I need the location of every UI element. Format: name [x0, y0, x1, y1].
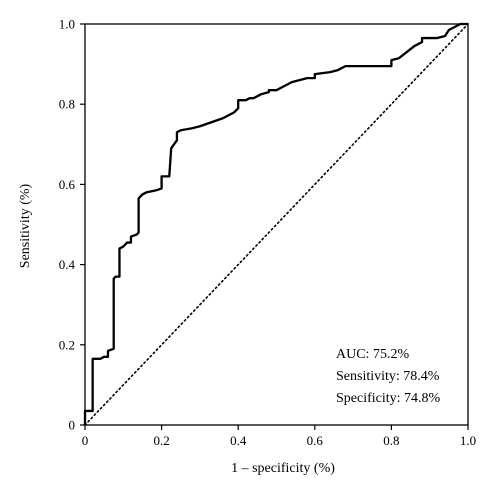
x-tick-label: 0.8	[383, 433, 399, 448]
y-axis-ticks: 0 0.2 0.4 0.6 0.8 1.0	[59, 17, 85, 433]
y-tick-label: 0.2	[59, 337, 75, 352]
y-tick-label: 0.4	[59, 257, 76, 272]
x-axis-title: 1 – specificity (%)	[231, 461, 335, 476]
x-axis-ticks: 0 0.2 0.4 0.6 0.8 1.0	[82, 425, 476, 448]
y-tick-label: 0.8	[59, 97, 75, 112]
y-axis-title: Sensitivity (%)	[18, 183, 33, 268]
annotation-specificity: Specificity: 74.8%	[336, 391, 441, 406]
x-tick-label: 0	[82, 433, 89, 448]
reference-diagonal-line	[84, 23, 469, 426]
x-tick-label: 0.6	[307, 433, 324, 448]
roc-curve	[83, 22, 468, 425]
plot-area	[84, 23, 469, 426]
series-layer	[83, 22, 469, 426]
plot-border	[84, 23, 469, 426]
y-tick-label: 1.0	[59, 17, 75, 32]
annotation-block: AUC: 75.2% Sensitivity: 78.4% Specificit…	[336, 347, 441, 406]
x-tick-label: 1.0	[460, 433, 476, 448]
y-tick-label: 0.6	[59, 177, 76, 192]
x-tick-label: 0.4	[230, 433, 247, 448]
annotation-auc: AUC: 75.2%	[336, 347, 409, 362]
x-tick-label: 0.2	[153, 433, 169, 448]
y-tick-label: 0	[69, 418, 76, 433]
annotation-sensitivity: Sensitivity: 78.4%	[336, 369, 440, 384]
